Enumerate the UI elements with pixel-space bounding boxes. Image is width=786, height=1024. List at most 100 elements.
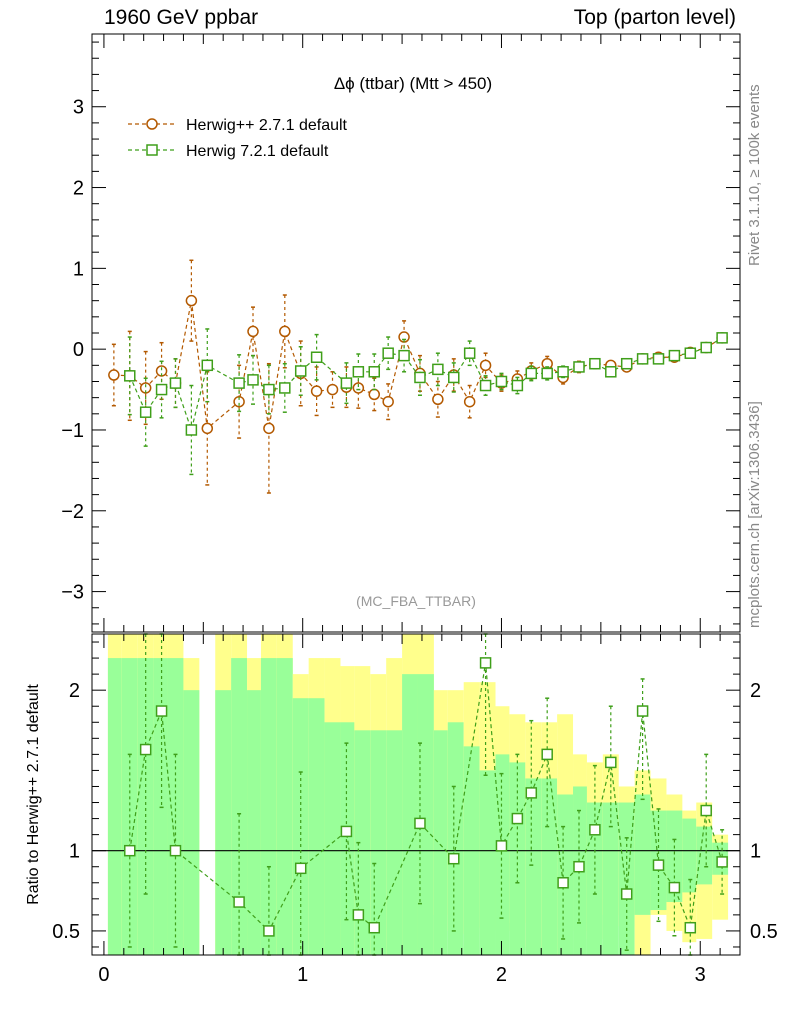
data-point [310,385,323,397]
uncertainty-band-green [386,730,403,955]
data-point [263,422,275,435]
data-point [340,825,353,838]
data-point [495,375,508,388]
data-point [589,824,601,836]
main-plot: −3 −2 −1 0 1 2 3 Δϕ (ttbar) (Mtt > 450) (MC_FBA_… [61,33,741,633]
data-point [263,383,275,396]
data-point [340,377,353,389]
y-tick-label: 0.5 [52,921,80,943]
uncertainty-band-green [153,658,168,955]
data-point [169,377,182,389]
uncertainty-band-green [247,690,261,955]
ratio-plot-frame [91,633,741,956]
data-point [620,357,633,370]
ratio-series-herwig7 [124,633,728,956]
data-point [139,743,152,756]
legend-marker [146,144,158,156]
data-point [716,332,728,344]
data-point [233,377,245,389]
data-point [652,353,665,365]
data-point [605,366,617,378]
legend-label: Herwig 7.2.1 default [186,143,329,160]
uncertainty-band-green [324,722,341,955]
y-tick-label: −1 [61,420,84,442]
data-point [352,909,365,921]
data-point [463,347,476,359]
uncertainty-band-green [417,674,434,955]
data-point [169,844,182,857]
x-tick-label: 2 [496,964,507,986]
uncertainty-band-green [231,658,248,955]
data-point [432,363,444,376]
uncertainty-band-green [121,658,138,955]
data-point [108,369,120,381]
data-point [605,756,617,769]
ratio-y-axis-label: Ratio to Herwig++ 2.7.1 default [25,684,42,905]
uncertainty-band-green [696,826,713,885]
data-point [716,856,728,868]
data-point [233,395,245,408]
data-point [684,347,697,359]
data-point [573,361,585,373]
data-point [557,877,569,889]
data-point [247,325,259,338]
header-left-label: 1960 GeV ppbar [104,6,259,29]
data-point [479,657,492,669]
y-tick-label-right: 2 [750,680,761,702]
data-point [636,353,649,365]
y-tick-label: 2 [73,178,84,200]
data-point [279,382,291,394]
uncertainty-band-green [370,730,387,955]
data-point [668,349,681,362]
data-point [495,840,508,852]
uncertainty-band-green [495,754,510,955]
data-point [382,347,394,359]
uncertainty-band-green [260,658,277,955]
data-point [525,787,538,799]
data-point [201,359,214,372]
y-tick-label: −3 [61,582,84,604]
uncertainty-band-green [525,778,542,955]
uncertainty-band-green [618,802,635,955]
x-tick-label: 0 [98,964,109,986]
uncertainty-band-green [447,722,464,955]
uncertainty-band-green [107,658,122,955]
uncertainty-band-green [682,818,697,893]
data-point [310,351,323,363]
data-point [463,395,476,408]
data-point [352,366,365,378]
data-point [368,921,381,934]
data-point [124,370,136,382]
data-point [479,379,492,392]
data-point [448,852,460,865]
data-point [155,705,168,717]
legend-label: Herwig++ 2.7.1 default [186,117,348,134]
uncertainty-band-green [183,690,200,955]
data-point [382,395,394,408]
data-point [700,341,712,354]
series-line [129,662,723,932]
uncertainty-band-green [402,674,418,955]
uncertainty-band-green [634,794,651,915]
data-point [525,367,538,380]
data-point [294,365,307,377]
y-tick-label-right: 1 [750,841,761,863]
main-plot-frame [91,33,741,633]
plot-title: Δϕ (ttbar) (Mtt > 450) [334,74,492,93]
data-point [233,896,245,908]
data-point [448,371,460,384]
y-tick-label: 1 [69,841,80,863]
data-point [589,357,601,370]
data-point [294,862,307,875]
x-tick-label: 1 [297,964,308,986]
data-point [185,424,198,436]
uncertainty-band-green [167,658,184,955]
data-point [352,382,365,394]
uncertainty-band-green [602,802,619,955]
y-tick-label: −2 [61,501,84,523]
uncertainty-band-green [276,658,293,955]
uncertainty-band-green [433,730,448,955]
data-point [620,888,633,900]
data-point [139,406,152,418]
